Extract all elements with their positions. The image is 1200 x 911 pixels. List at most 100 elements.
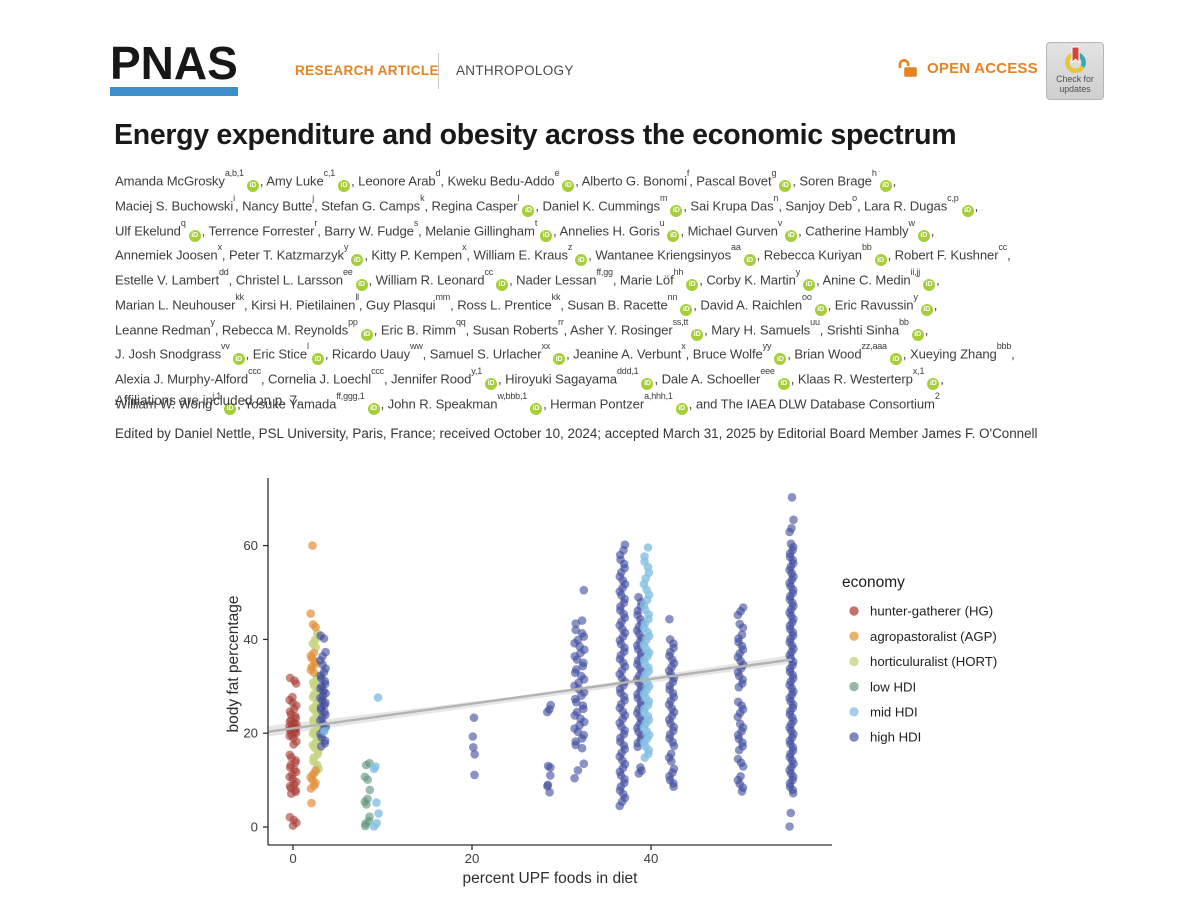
orcid-icon[interactable]: iD: [530, 402, 543, 415]
orcid-icon[interactable]: iD: [522, 204, 535, 217]
orcid-icon[interactable]: iD: [927, 378, 940, 391]
orcid-icon[interactable]: iD: [355, 279, 368, 292]
author-name: Robert F. Kushner: [894, 247, 999, 263]
author-superscript: ff,ggg,1: [336, 390, 365, 401]
author-superscript: cc: [484, 267, 494, 278]
author-name: Eric Stice: [252, 346, 308, 362]
orcid-icon[interactable]: iD: [879, 180, 892, 193]
svg-text:40: 40: [243, 632, 258, 647]
check-for-updates-badge[interactable]: Check for updates: [1046, 42, 1104, 100]
legend-dot-hort: [849, 656, 859, 667]
pnas-logo[interactable]: PNAS: [110, 40, 238, 96]
author-name: Lara R. Dugas: [864, 198, 948, 214]
author-superscript: 2: [934, 390, 940, 401]
author-name: Nancy Butte: [242, 198, 313, 214]
author-superscript: x: [462, 242, 467, 253]
orcid-icon[interactable]: iD: [232, 353, 245, 366]
orcid-icon[interactable]: iD: [188, 229, 201, 242]
author-name: Klaas R. Westerterp: [797, 371, 913, 387]
orcid-icon[interactable]: iD: [686, 279, 699, 292]
orcid-icon[interactable]: iD: [224, 402, 237, 415]
orcid-icon[interactable]: iD: [641, 378, 654, 391]
orcid-icon[interactable]: iD: [360, 328, 373, 341]
orcid-icon[interactable]: iD: [874, 254, 887, 267]
orcid-icon[interactable]: iD: [553, 353, 566, 366]
y-axis-title: body fat percentage: [225, 595, 242, 732]
orcid-icon[interactable]: iD: [670, 204, 683, 217]
section-label[interactable]: ANTHROPOLOGY: [456, 63, 574, 78]
author-superscript: cc: [998, 242, 1008, 253]
orcid-icon[interactable]: iD: [338, 180, 351, 193]
author-name: Yosuke Yamada: [243, 396, 337, 412]
legend-dot-mid: [849, 707, 859, 717]
legend-title: economy: [842, 574, 905, 591]
author-name: The IAEA DLW Database Consortium: [720, 396, 935, 412]
svg-text:0: 0: [251, 820, 258, 835]
author-name: Daniel K. Cummings: [542, 198, 660, 214]
author-name: Leanne Redman: [115, 321, 211, 337]
author-superscript: j,1: [212, 390, 222, 401]
axes: [263, 478, 832, 850]
orcid-icon[interactable]: iD: [667, 229, 680, 242]
orcid-icon[interactable]: iD: [496, 279, 509, 292]
author-name: Mary H. Samuels: [711, 321, 811, 337]
legend-dot-high: [849, 732, 859, 742]
orcid-icon[interactable]: iD: [779, 180, 792, 193]
orcid-icon[interactable]: iD: [311, 353, 324, 366]
orcid-icon[interactable]: iD: [575, 254, 588, 267]
author-list: Amanda McGroskya,b,1iD, Amy Lukec,1iD, L…: [115, 167, 1125, 415]
orcid-icon[interactable]: iD: [675, 402, 688, 415]
orcid-icon[interactable]: iD: [351, 254, 364, 267]
author-superscript: bb: [861, 242, 872, 253]
orcid-icon[interactable]: iD: [367, 402, 380, 415]
author-name: Regina Casper: [431, 198, 518, 214]
author-name: Stefan G. Camps: [321, 198, 421, 214]
author-name: Annelies H. Goris: [559, 222, 660, 238]
author-name: William R. Leonard: [375, 272, 485, 288]
article-type-label: RESEARCH ARTICLE: [295, 63, 439, 78]
author-superscript: n: [773, 192, 779, 203]
author-name: Herman Pontzer: [550, 396, 645, 412]
orcid-icon[interactable]: iD: [743, 254, 756, 267]
orcid-icon[interactable]: iD: [246, 180, 259, 193]
orcid-icon[interactable]: iD: [540, 229, 553, 242]
orcid-icon[interactable]: iD: [911, 328, 924, 341]
author-superscript: k: [420, 192, 425, 203]
orcid-icon[interactable]: iD: [774, 353, 787, 366]
author-superscript: q: [180, 217, 186, 228]
author-superscript: ii,jj: [910, 267, 921, 278]
orcid-icon[interactable]: iD: [917, 229, 930, 242]
orcid-icon[interactable]: iD: [889, 353, 902, 366]
orcid-icon[interactable]: iD: [485, 378, 498, 391]
author-superscript: aa: [731, 242, 741, 253]
open-access-label: OPEN ACCESS: [927, 59, 1038, 77]
x-axis-title: percent UPF foods in diet: [463, 870, 639, 887]
author-name: Nader Lessan: [516, 272, 597, 288]
legend-label-hort: horticuluralist (HORT): [870, 654, 997, 669]
figure-scatter-plot: 0 20 40 0 20 40 60 percent UPF foods in diet bod…: [225, 466, 1040, 906]
orcid-icon[interactable]: iD: [562, 180, 575, 193]
author-name: Anine C. Medin: [822, 272, 911, 288]
orcid-icon[interactable]: iD: [680, 303, 693, 316]
orcid-icon[interactable]: iD: [803, 279, 816, 292]
orcid-icon[interactable]: iD: [961, 204, 974, 217]
author-name: William E. Kraus: [473, 247, 568, 263]
author-superscript: v: [777, 217, 783, 228]
svg-text:0: 0: [289, 851, 296, 866]
orcid-icon[interactable]: iD: [814, 303, 827, 316]
author-superscript: kk: [235, 291, 244, 302]
author-name: Ricardo Uauy: [331, 346, 411, 362]
author-name: Sai Krupa Das: [690, 198, 774, 214]
orcid-icon[interactable]: iD: [785, 229, 798, 242]
orcid-icon[interactable]: iD: [923, 279, 936, 292]
author-superscript: z: [567, 242, 573, 253]
orcid-icon[interactable]: iD: [777, 378, 790, 391]
trend-line: [267, 658, 792, 733]
author-name: Pascal Bovet: [696, 173, 772, 189]
pnas-logo-text: PNAS: [110, 37, 238, 89]
author-superscript: x,1: [912, 366, 925, 377]
author-superscript: bb: [899, 316, 909, 327]
author-superscript: x: [681, 341, 686, 352]
orcid-icon[interactable]: iD: [691, 328, 704, 341]
orcid-icon[interactable]: iD: [920, 303, 933, 316]
